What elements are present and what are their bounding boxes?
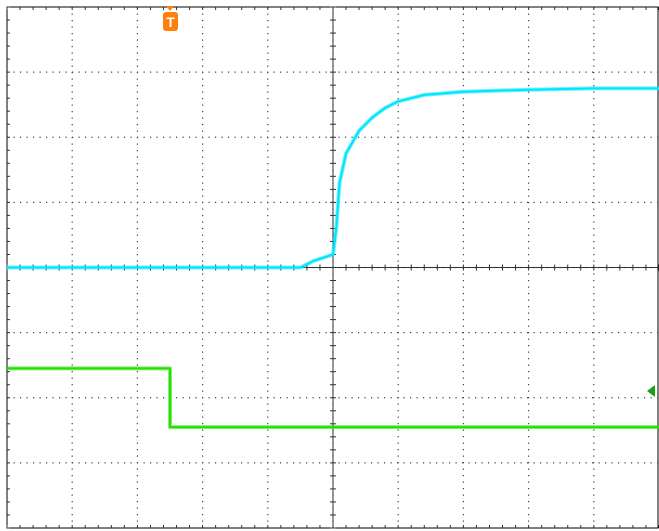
trigger-level-arrow-icon [647,385,655,397]
waveform-traces [7,86,659,430]
waveform-ch2 [7,367,659,429]
trigger-marker: T [163,6,178,31]
trigger-badge [163,12,178,31]
waveform-ch1 [7,87,659,269]
trigger-label: T [166,14,175,30]
trigger-arrow-icon [166,6,174,11]
